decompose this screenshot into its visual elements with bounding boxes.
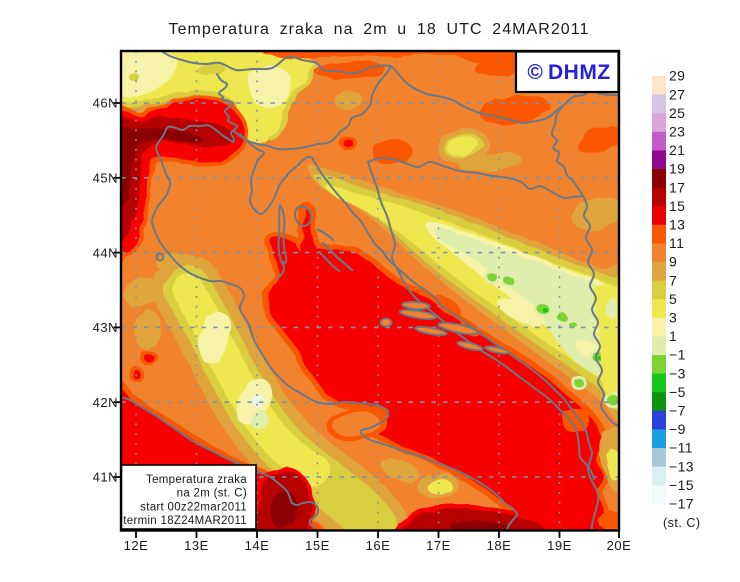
svg-text:(st. C): (st. C) bbox=[663, 516, 701, 530]
svg-text:23: 23 bbox=[669, 124, 685, 140]
svg-text:3: 3 bbox=[669, 310, 677, 326]
svg-text:17: 17 bbox=[669, 179, 685, 195]
svg-text:12E: 12E bbox=[124, 538, 149, 553]
svg-text:start 00z22mar2011: start 00z22mar2011 bbox=[140, 502, 247, 514]
svg-text:19: 19 bbox=[669, 161, 685, 177]
svg-text:25: 25 bbox=[669, 105, 685, 121]
svg-text:−9: −9 bbox=[669, 421, 686, 437]
svg-text:13E: 13E bbox=[184, 538, 209, 553]
svg-text:7: 7 bbox=[669, 272, 677, 288]
svg-text:Temperatura zraka na 2m u 18 U: Temperatura zraka na 2m u 18 UTC 24MAR20… bbox=[169, 21, 590, 38]
svg-text:−11: −11 bbox=[669, 440, 693, 456]
svg-text:−13: −13 bbox=[669, 458, 694, 474]
svg-text:17E: 17E bbox=[426, 538, 451, 553]
svg-text:41N: 41N bbox=[93, 470, 118, 485]
svg-text:43N: 43N bbox=[93, 320, 118, 335]
svg-text:16E: 16E bbox=[366, 538, 391, 553]
svg-text:15E: 15E bbox=[305, 538, 330, 553]
svg-text:21: 21 bbox=[669, 142, 685, 158]
svg-text:© DHMZ: © DHMZ bbox=[527, 61, 610, 84]
svg-text:−7: −7 bbox=[669, 403, 686, 419]
svg-text:−5: −5 bbox=[669, 384, 686, 400]
svg-text:29: 29 bbox=[669, 68, 685, 84]
svg-text:42N: 42N bbox=[93, 395, 118, 410]
svg-text:−17: −17 bbox=[669, 496, 694, 512]
svg-text:Temperatura zraka: Temperatura zraka bbox=[146, 474, 247, 486]
svg-text:9: 9 bbox=[669, 254, 677, 270]
svg-text:44N: 44N bbox=[93, 245, 118, 260]
svg-text:11: 11 bbox=[669, 235, 684, 251]
svg-text:−15: −15 bbox=[669, 477, 694, 493]
svg-text:termin 18Z24MAR2011: termin 18Z24MAR2011 bbox=[123, 515, 247, 527]
svg-text:13: 13 bbox=[669, 217, 685, 233]
svg-text:1: 1 bbox=[669, 328, 677, 344]
svg-text:27: 27 bbox=[669, 86, 685, 102]
svg-text:5: 5 bbox=[669, 291, 677, 307]
svg-text:19E: 19E bbox=[547, 538, 572, 553]
svg-text:−1: −1 bbox=[669, 347, 686, 363]
svg-text:20E: 20E bbox=[607, 538, 632, 553]
svg-text:46N: 46N bbox=[93, 96, 118, 111]
svg-text:45N: 45N bbox=[93, 171, 118, 186]
svg-text:14E: 14E bbox=[245, 538, 270, 553]
svg-text:18E: 18E bbox=[487, 538, 512, 553]
svg-text:15: 15 bbox=[669, 198, 685, 214]
svg-text:−3: −3 bbox=[669, 365, 686, 381]
svg-text:na 2m (st. C): na 2m (st. C) bbox=[177, 488, 247, 500]
